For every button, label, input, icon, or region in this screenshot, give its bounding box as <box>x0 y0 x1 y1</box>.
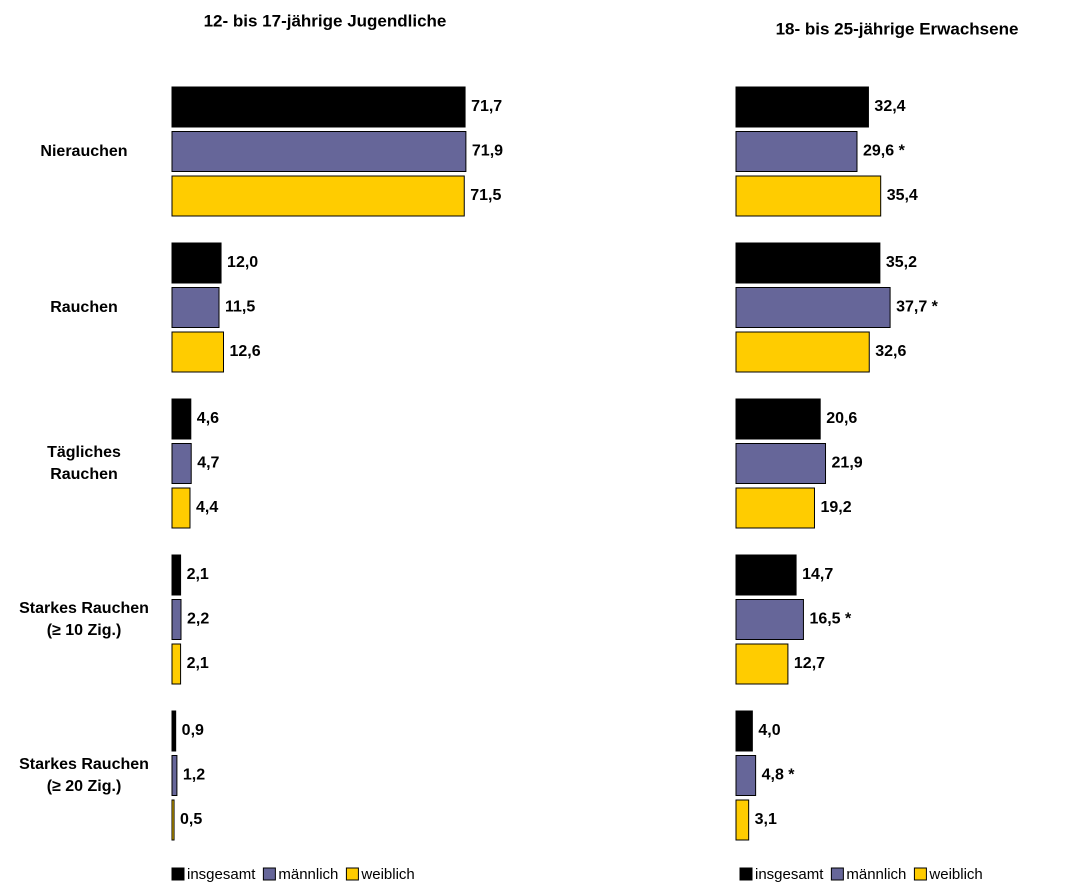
legend-swatch <box>171 867 185 881</box>
value-label: 4,7 <box>197 455 219 472</box>
value-label: 29,6 * <box>863 143 906 160</box>
value-label: 11,5 <box>225 299 255 316</box>
value-label: 3,1 <box>755 811 777 828</box>
value-label: 2,1 <box>187 655 209 672</box>
legend-swatch <box>913 867 927 881</box>
bar <box>735 287 891 328</box>
value-label: 4,0 <box>758 722 780 739</box>
value-label: 20,6 <box>826 410 857 427</box>
bar <box>735 710 753 752</box>
bar <box>171 799 175 841</box>
bar <box>171 331 225 373</box>
category-label: Nierauchen <box>40 142 128 160</box>
value-label: 1,2 <box>183 767 205 784</box>
bar <box>735 443 827 484</box>
legend-swatch <box>262 867 276 881</box>
value-label: 37,7 * <box>896 299 939 316</box>
value-label: 4,6 <box>197 410 219 427</box>
value-label: 12,0 <box>227 254 258 271</box>
legend-swatch <box>345 867 359 881</box>
bar <box>735 242 881 284</box>
chart-title: 18- bis 25-jährige Erwachsene <box>776 19 1019 38</box>
value-label: 2,1 <box>187 566 209 583</box>
value-label: 0,9 <box>182 722 204 739</box>
bar <box>171 287 220 328</box>
legend-label: weiblich <box>928 866 982 883</box>
legend-label: insgesamt <box>187 866 256 883</box>
value-label: 14,7 <box>802 566 833 583</box>
bar <box>735 755 757 796</box>
bar <box>171 554 182 596</box>
category-label: Starkes Rauchen (≥ 20 Zig.) <box>19 755 149 795</box>
bar <box>171 242 222 284</box>
bar <box>171 710 177 752</box>
value-label: 35,4 <box>887 187 918 204</box>
bar <box>171 398 192 440</box>
value-label: 35,2 <box>886 254 917 271</box>
legend-swatch <box>739 867 753 881</box>
bar <box>171 443 192 484</box>
bar <box>735 599 804 640</box>
bar <box>171 643 182 685</box>
bar <box>735 799 750 841</box>
bar <box>171 487 191 529</box>
value-label: 71,5 <box>470 187 501 204</box>
bar <box>735 175 882 217</box>
value-label: 32,6 <box>875 343 906 360</box>
chart-title: 12- bis 17-jährige Jugendliche <box>204 11 447 30</box>
legend-label: männlich <box>278 866 338 883</box>
value-label: 12,6 <box>230 343 261 360</box>
bar <box>171 86 466 128</box>
bar <box>735 131 858 172</box>
value-label: 0,5 <box>180 811 202 828</box>
category-label: Rauchen <box>50 298 118 316</box>
bar <box>735 487 815 529</box>
category-label: Starkes Rauchen (≥ 10 Zig.) <box>19 599 149 639</box>
legend-label: weiblich <box>360 866 414 883</box>
bar <box>735 554 797 596</box>
legend-swatch <box>830 867 844 881</box>
value-label: 2,2 <box>187 611 209 628</box>
bar <box>171 755 178 796</box>
bar <box>735 398 821 440</box>
value-label: 71,7 <box>471 98 502 115</box>
value-label: 16,5 * <box>809 611 852 628</box>
bar <box>171 599 182 640</box>
value-label: 19,2 <box>820 499 851 516</box>
category-label: Tägliches Rauchen <box>47 443 121 483</box>
value-label: 21,9 <box>832 455 863 472</box>
bar <box>171 175 465 217</box>
value-label: 32,4 <box>874 98 905 115</box>
value-label: 4,4 <box>196 499 218 516</box>
legend-label: männlich <box>846 866 906 883</box>
bar <box>735 86 869 128</box>
value-label: 71,9 <box>472 143 503 160</box>
bar <box>171 131 467 172</box>
legend-label: insgesamt <box>755 866 824 883</box>
bar <box>735 643 789 685</box>
value-label: 12,7 <box>794 655 825 672</box>
value-label: 4,8 * <box>762 767 796 784</box>
bar <box>735 331 870 373</box>
